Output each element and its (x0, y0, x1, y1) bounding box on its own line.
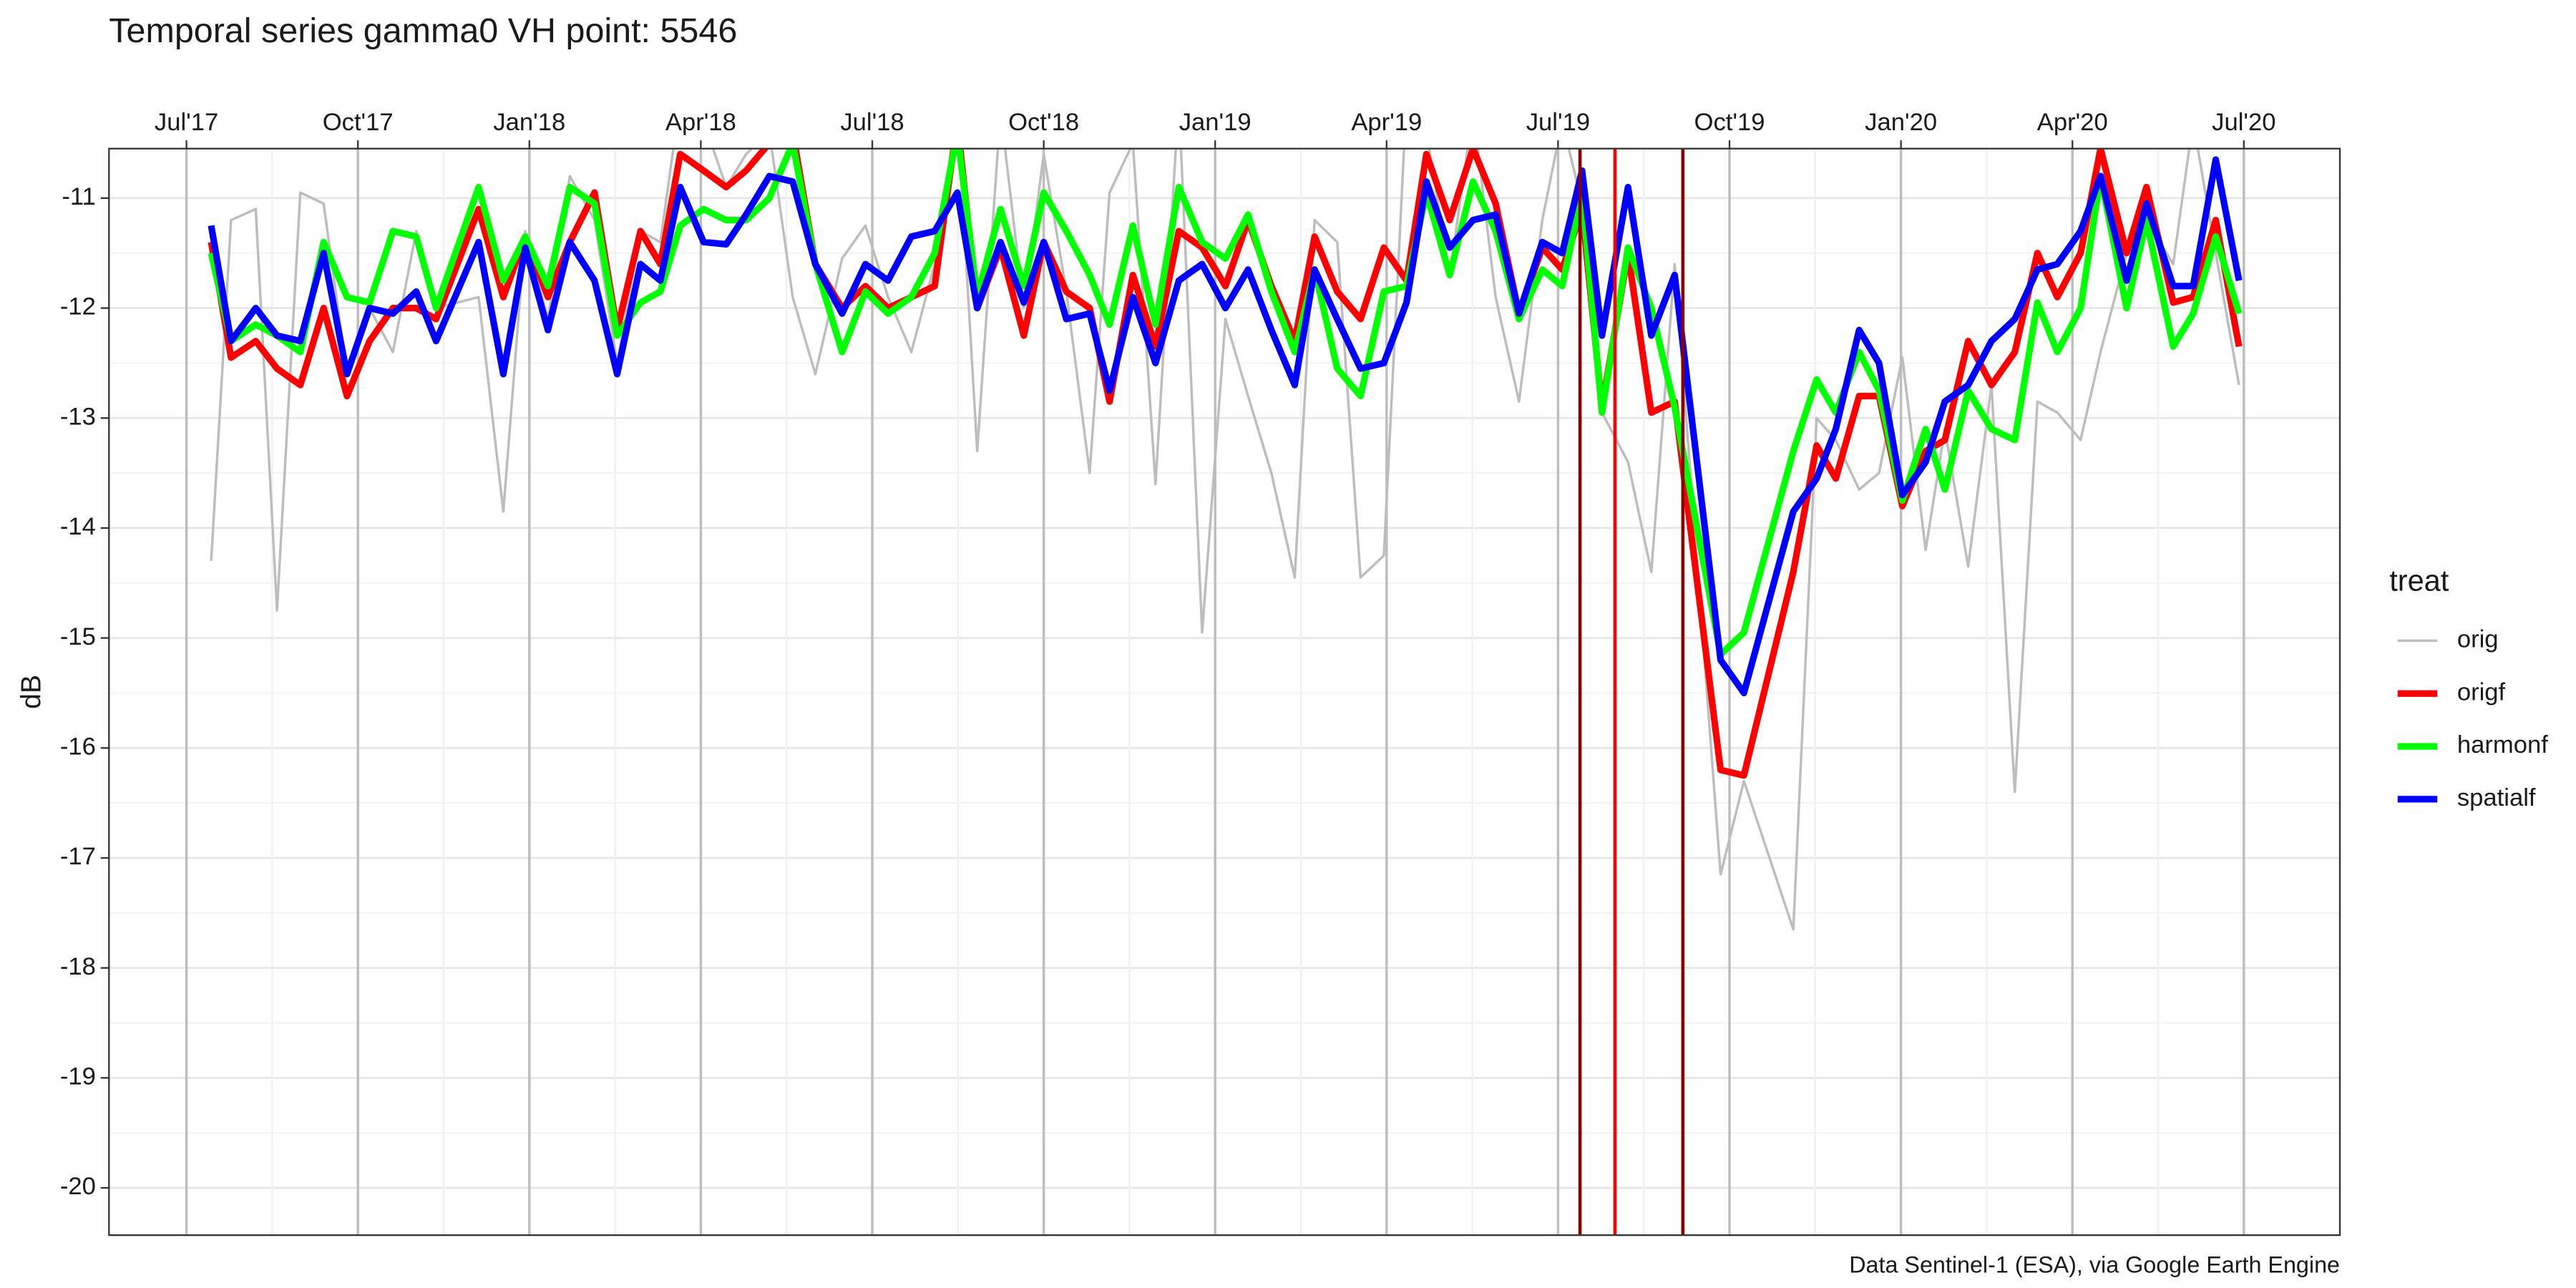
y-tick-label: -17 (60, 843, 96, 870)
x-tick-label: Apr'20 (2037, 109, 2108, 136)
x-tick-label: Jan'20 (1865, 109, 1937, 136)
series-line (208, 148, 2243, 658)
x-tick-label: Oct'18 (1008, 109, 1079, 136)
x-tick-label: Oct'17 (323, 109, 394, 136)
y-tick-label: -12 (60, 293, 96, 321)
series-line (208, 156, 2243, 697)
grid (109, 148, 2340, 1236)
x-tick-label: Apr'18 (665, 109, 736, 136)
x-tick-label: Jan'18 (493, 109, 565, 136)
y-tick-label: -13 (60, 403, 96, 430)
legend: treat orig origf harmonf spatialf (2389, 564, 2548, 811)
x-tick-label: Jan'19 (1179, 109, 1252, 136)
y-tick-label: -14 (60, 513, 96, 540)
x-tick-label: Jul'20 (2212, 109, 2275, 136)
y-tick-label: -11 (62, 183, 95, 210)
legend-title: treat (2389, 564, 2449, 597)
legend-label: origf (2457, 678, 2506, 706)
x-tick-label: Jul'19 (1526, 109, 1590, 136)
y-tick-label: -18 (60, 953, 96, 980)
legend-label: spatialf (2457, 784, 2536, 811)
x-tick-label: Jul'18 (840, 109, 904, 136)
chart-title: Temporal series gamma0 VH point: 5546 (109, 11, 737, 50)
caption: Data Sentinel-1 (ESA), via Google Earth … (1849, 1252, 2340, 1278)
legend-label: orig (2457, 626, 2499, 653)
x-tick-label: Oct'19 (1694, 109, 1765, 136)
y-axis-label: dB (16, 675, 47, 709)
x-tick-label: Jul'17 (155, 109, 218, 136)
y-tick-label: -15 (60, 623, 96, 650)
legend-label: harmonf (2457, 731, 2548, 758)
x-tick-label: Apr'19 (1351, 109, 1422, 136)
y-tick-label: -20 (60, 1173, 96, 1200)
panel-border (108, 147, 2341, 1236)
y-tick-label: -16 (60, 733, 96, 760)
axes: -20 -19 -18 -17 -16 -15 -14 -13 -12 -11 Jul'17 Oct'… (60, 109, 2276, 1200)
plot-area (208, 148, 2243, 1236)
y-tick-label: -19 (60, 1063, 96, 1091)
